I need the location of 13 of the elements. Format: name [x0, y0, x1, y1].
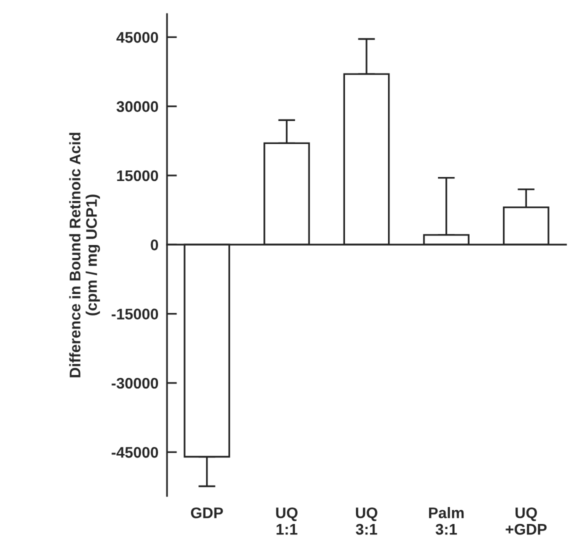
- y-tick-label: -15000: [112, 308, 158, 320]
- y-tick-label: 45000: [116, 32, 158, 43]
- y-tick-label: 15000: [117, 170, 158, 182]
- x-tick-label: GDP: [190, 507, 223, 518]
- x-tick-label: UQ +GDP: [506, 507, 547, 535]
- x-tick-label: UQ 3:1: [356, 507, 378, 535]
- y-tick-label: -30000: [112, 378, 158, 389]
- y-tick-label: 30000: [116, 101, 158, 112]
- y-axis-title: Difference in Bound Retinoic Acid (cpm / mg UCP1): [69, 132, 100, 378]
- y-tick-label: -45000: [112, 446, 158, 458]
- x-tick-label: UQ 1:1: [276, 507, 298, 535]
- y-tick-label: 0: [150, 240, 158, 250]
- x-tick-label: Palm 3:1: [429, 507, 464, 535]
